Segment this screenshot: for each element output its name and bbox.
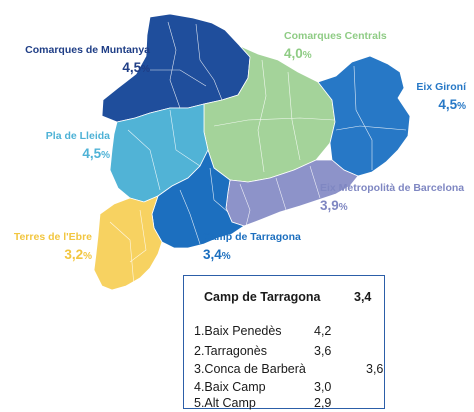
comarca-value: 3,0 bbox=[314, 380, 332, 394]
comarca-name: 3.Conca de Barberà bbox=[194, 362, 306, 376]
region-value: 4,5% bbox=[438, 96, 466, 112]
detail-box-title-value: 3,4 bbox=[354, 290, 372, 304]
region-eix-gironi bbox=[317, 55, 411, 177]
comarca-name: 2.Tarragonès bbox=[194, 344, 267, 358]
detail-row: 1.Baix Penedès 4,2 bbox=[194, 324, 382, 339]
region-value: 4,5% bbox=[82, 145, 110, 161]
region-name: Terres de l'Ebre bbox=[13, 231, 92, 243]
detail-row: 2.Tarragonès 3,6 bbox=[194, 344, 382, 359]
region-name: Camp de Tarragona bbox=[203, 231, 301, 243]
region-value: 4,5% bbox=[122, 59, 150, 75]
region-name: Pla de Lleida bbox=[45, 130, 110, 142]
comarca-name: 5.Alt Camp bbox=[194, 396, 256, 410]
camp-de-tarragona-detail-box: Camp de Tarragona 3,4 1.Baix Penedès 4,2… bbox=[183, 275, 385, 411]
comarca-name: 4.Baix Camp bbox=[194, 380, 266, 394]
region-name: Comarques de Muntanya bbox=[25, 44, 150, 56]
comarca-value: 3,6 bbox=[366, 362, 384, 376]
region-value: 3,4% bbox=[203, 246, 231, 262]
label-comarques-centrals: Comarques Centrals 4,0% bbox=[284, 31, 387, 61]
comarca-value: 2,9 bbox=[314, 396, 332, 410]
region-name: Eix Metropolità de Barcelona bbox=[320, 182, 465, 194]
label-pla-de-lleida: Pla de Lleida 4,5% bbox=[38, 131, 110, 161]
comarca-boundaries bbox=[109, 21, 407, 287]
label-terres-de-lebre: Terres de l'Ebre 3,2% bbox=[8, 232, 92, 262]
detail-row: 5.Alt Camp 2,9 bbox=[194, 396, 382, 411]
label-eix-gironi: Eix Gironí 4,5% bbox=[412, 82, 466, 112]
label-camp-de-tarragona: Camp de Tarragona 3,4% bbox=[203, 232, 301, 262]
region-name: Eix Gironí bbox=[416, 81, 466, 93]
region-terres-de-lebre bbox=[93, 195, 163, 291]
region-value: 4,0% bbox=[284, 45, 312, 61]
comarca-name: 1.Baix Penedès bbox=[194, 324, 282, 338]
comarca-value: 4,2 bbox=[314, 324, 332, 338]
region-name: Comarques Centrals bbox=[284, 30, 387, 42]
label-comarques-de-muntanya: Comarques de Muntanya 4,5% bbox=[14, 45, 150, 75]
detail-box-title: Camp de Tarragona bbox=[204, 290, 321, 304]
label-eix-metropolita: Eix Metropolità de Barcelona 3,9% bbox=[320, 183, 464, 213]
region-value: 3,2% bbox=[64, 246, 92, 262]
detail-row: 4.Baix Camp 3,0 bbox=[194, 380, 382, 395]
detail-row: 3.Conca de Barberà 3,6 bbox=[194, 362, 384, 377]
region-camp-de-tarragona bbox=[151, 148, 245, 249]
region-value: 3,9% bbox=[320, 197, 348, 213]
comarca-value: 3,6 bbox=[314, 344, 332, 358]
